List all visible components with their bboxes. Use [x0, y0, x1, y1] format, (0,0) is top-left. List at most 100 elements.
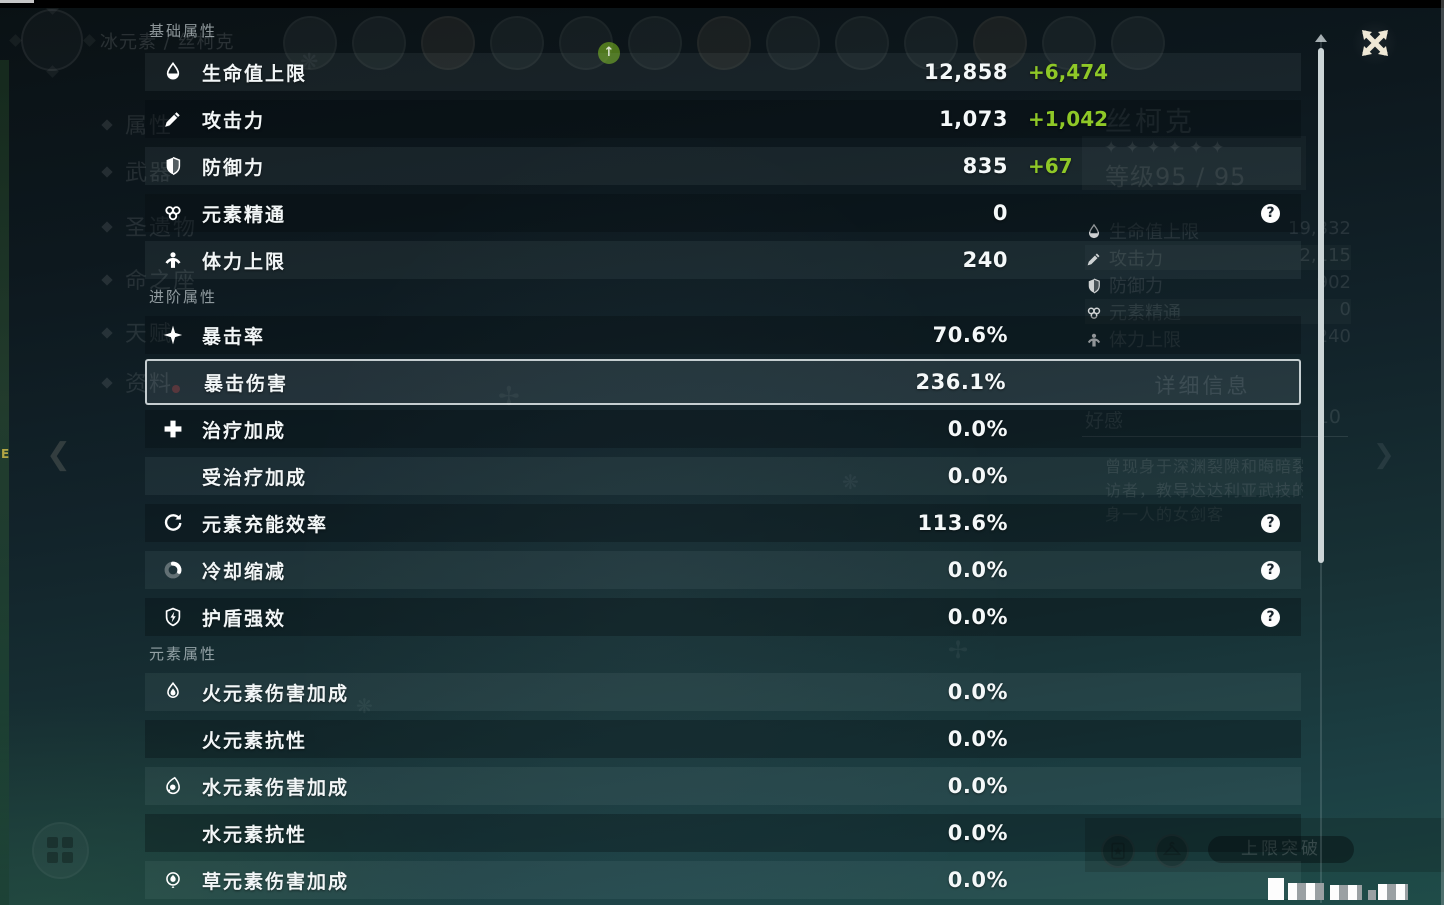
stat-row[interactable]: 受治疗加成 0.0%: [145, 457, 1301, 495]
stat-label: 冷却缩减: [202, 560, 287, 583]
friendship-label: 好感: [1085, 410, 1124, 432]
stat-value: 0.0%: [947, 464, 1008, 488]
stats-section: 基础属性 生命值上限 12,858 +6,474 攻击力 1,073 +1,04…: [145, 22, 1301, 279]
stats-overlay-panel: 基础属性 生命值上限 12,858 +6,474 攻击力 1,073 +1,04…: [145, 22, 1301, 905]
next-chevron-icon: ❯: [1373, 440, 1395, 470]
party-avatar: [973, 16, 1027, 70]
stat-value: 0: [992, 201, 1008, 225]
stat-row[interactable]: 防御力 835 +67: [145, 147, 1301, 185]
element-character-label: 冰元素 / 丝柯克: [100, 32, 235, 53]
party-avatar: [1111, 16, 1165, 70]
def-icon: [157, 154, 189, 178]
stat-row[interactable]: 攻击力 1,073 +1,042: [145, 100, 1301, 138]
stat-row[interactable]: 体力上限 240: [145, 241, 1301, 279]
section-title: 元素属性: [149, 645, 218, 663]
party-avatar: [697, 16, 751, 70]
stat-label: 受治疗加成: [202, 466, 308, 489]
stat-row[interactable]: 暴击伤害 236.1%: [145, 359, 1301, 405]
summary-stat-row: 体力上限 240: [1085, 326, 1351, 351]
stat-row[interactable]: 水元素抗性 0.0%: [145, 814, 1301, 852]
nav-item-4: 天赋: [101, 316, 173, 348]
stat-label: 暴击伤害: [204, 372, 289, 395]
party-avatar: [1042, 16, 1096, 70]
ascension-button: 上限突破: [1208, 836, 1354, 863]
top-letterbox-bar: [0, 0, 1444, 8]
edge-mark: E: [1, 447, 10, 461]
stat-row[interactable]: 生命值上限 12,858 +6,474: [145, 53, 1301, 91]
stat-row[interactable]: 护盾强效 0.0% ?: [145, 598, 1301, 636]
stat-value: 0.0%: [947, 558, 1008, 582]
screen-right-edge: [1441, 0, 1444, 905]
pyro-icon: [157, 680, 189, 704]
character-level: 等级95 / 95: [1105, 163, 1247, 191]
stat-row[interactable]: 元素充能效率 113.6% ?: [145, 504, 1301, 542]
stat-value: 12,858: [923, 60, 1008, 84]
hp-icon: [157, 60, 189, 84]
world-edge-foliage: [0, 60, 9, 905]
party-avatar: [352, 16, 406, 70]
stats-section: 进阶属性 暴击率 70.6% 暴击伤害 236.1% 治疗加成 0.0% 受治疗…: [145, 288, 1301, 636]
nav-item-5: 资料: [101, 366, 173, 398]
stat-row[interactable]: 元素精通 0 ?: [145, 194, 1301, 232]
party-avatar: [766, 16, 820, 70]
no-icon: [157, 464, 189, 488]
stat-row[interactable]: 冷却缩减 0.0% ?: [145, 551, 1301, 589]
stats-section: 元素属性 火元素伤害加成 0.0% 火元素抗性 0.0% 水元素伤害加成 0.0…: [145, 645, 1301, 899]
stat-label: 生命值上限: [202, 62, 308, 85]
nav-item-0: 属性: [101, 108, 173, 140]
stat-value: 835: [962, 154, 1008, 178]
stat-row[interactable]: 火元素抗性 0.0%: [145, 720, 1301, 758]
stat-value: 0.0%: [947, 605, 1008, 629]
scrollbar-thumb[interactable]: [1318, 48, 1324, 563]
stat-row[interactable]: 火元素伤害加成 0.0%: [145, 673, 1301, 711]
summary-stat-row: 防御力 902: [1085, 272, 1351, 297]
crit-rate-icon: [157, 323, 189, 347]
stat-label: 暴击率: [202, 325, 266, 348]
party-avatar: [283, 16, 337, 70]
help-icon[interactable]: ?: [1261, 513, 1280, 533]
party-avatar: [835, 16, 889, 70]
censored-watermark: [1378, 884, 1408, 900]
stat-row[interactable]: 暴击率 70.6%: [145, 316, 1301, 354]
stat-label: 火元素伤害加成: [202, 682, 350, 705]
stat-value: 0.0%: [947, 821, 1008, 845]
stat-value: 0.0%: [947, 868, 1008, 892]
close-button[interactable]: [1352, 20, 1398, 66]
help-icon[interactable]: ?: [1261, 203, 1280, 223]
stat-row[interactable]: 水元素伤害加成 0.0%: [145, 767, 1301, 805]
no-icon: [157, 727, 189, 751]
summary-stat-row: 元素精通 0: [1085, 299, 1351, 324]
stat-label: 火元素抗性: [202, 729, 308, 752]
nav-item-1: 武器: [101, 155, 173, 187]
dendro-icon: [157, 868, 189, 892]
detail-info-button: 详细信息: [1154, 374, 1251, 398]
censored-watermark: [1288, 883, 1324, 900]
stat-label: 治疗加成: [202, 419, 287, 442]
card-button: [1101, 834, 1135, 868]
em-icon: [157, 201, 189, 225]
scrollbar-up-arrow-icon[interactable]: [1315, 34, 1327, 42]
stat-label: 元素充能效率: [202, 513, 329, 536]
nav-item-2: 圣遗物: [101, 210, 197, 242]
background-dot: [172, 385, 180, 393]
party-setup-button: [32, 822, 89, 879]
stat-row[interactable]: 治疗加成 0.0%: [145, 410, 1301, 448]
stamina-icon: [157, 248, 189, 272]
stat-label: 元素精通: [202, 203, 287, 226]
help-icon[interactable]: ?: [1261, 607, 1280, 627]
stat-row[interactable]: 草元素伤害加成 0.0%: [145, 861, 1301, 899]
healing-icon: [157, 417, 189, 441]
summary-stat-row: 攻击力 2,115: [1085, 245, 1351, 270]
divider: [1082, 436, 1348, 437]
stat-value: 240: [962, 248, 1008, 272]
party-avatar: [490, 16, 544, 70]
description-line: 访者，教导达达利亚武技的师: [1105, 481, 1303, 499]
stat-label: 护盾强效: [202, 607, 287, 630]
help-icon[interactable]: ?: [1261, 560, 1280, 580]
censored-watermark: [1368, 890, 1376, 900]
stat-bonus: +67: [1028, 154, 1073, 178]
censored-watermark: [1268, 878, 1284, 900]
stat-bonus: +6,474: [1028, 60, 1109, 84]
cryo-element-emblem-icon: [9, 2, 96, 78]
